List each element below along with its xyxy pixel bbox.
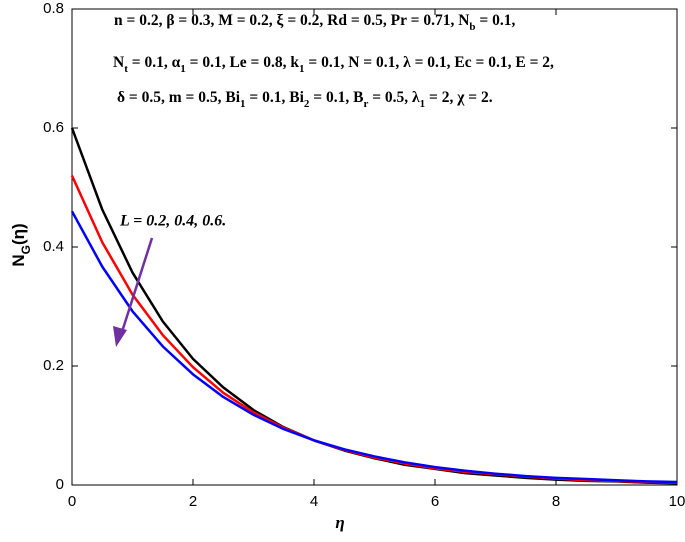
annotation-part: = 0.1, Le = 0.8, k <box>186 54 300 71</box>
annotation-part: t <box>124 63 128 75</box>
plot-frame <box>71 8 678 486</box>
annotation-part: b <box>469 21 475 33</box>
y-axis-label-part: (η) <box>9 223 28 245</box>
y-axis-label-part: N <box>9 254 28 266</box>
arrow-head <box>113 326 127 347</box>
annotation-part: 1 <box>180 63 186 75</box>
y-axis-label: NG(η) <box>9 223 33 266</box>
x-axis-label: η <box>335 513 344 532</box>
annotation-part: n = 0.2, β = 0.3, M = 0.2, ξ = 0.2, Rd =… <box>114 12 469 29</box>
x-tick-label: 2 <box>189 493 197 510</box>
arrow-label: L = 0.2, 0.4, 0.6. <box>119 213 226 230</box>
annotation-part: 1 <box>420 98 426 110</box>
x-tick-label: 4 <box>310 493 318 510</box>
y-tick-label: 0.2 <box>43 357 64 374</box>
annotation-text: n = 0.2, β = 0.3, M = 0.2, ξ = 0.2, Rd =… <box>114 12 515 33</box>
annotation-part: r <box>363 98 368 110</box>
annotation-part: = 0.1, α <box>128 54 181 71</box>
x-tick-label: 6 <box>431 493 439 510</box>
y-tick-label: 0.4 <box>43 238 64 255</box>
annotation-part: N <box>113 54 124 71</box>
y-axis-label-part: G <box>19 245 33 254</box>
annotation-part: = 2, χ = 2. <box>425 89 493 106</box>
x-tick-label: 0 <box>68 493 76 510</box>
y-tick-label: 0.6 <box>43 119 64 136</box>
annotation-part: = 0.1, Bi <box>246 89 305 106</box>
x-tick-label: 10 <box>669 493 685 510</box>
annotation-part: 1 <box>299 63 305 75</box>
annotation-part: δ = 0.5, m = 0.5, Bi <box>117 89 241 106</box>
annotation-text: Nt = 0.1, α1 = 0.1, Le = 0.8, k1 = 0.1, … <box>113 54 554 75</box>
series-line <box>70 127 678 485</box>
annotation-part: = 0.1, N = 0.1, λ = 0.1, Ec = 0.1, E = 2… <box>305 54 555 71</box>
y-tick-label: 0.8 <box>43 0 64 17</box>
annotation-part: = 0.1, B <box>309 89 363 106</box>
annotation-part: 1 <box>240 98 246 110</box>
annotation-part: = 0.5, λ <box>368 89 420 106</box>
series-line <box>70 210 678 484</box>
annotation-part: 2 <box>304 98 310 110</box>
arrow-shaft <box>119 237 154 336</box>
y-tick-label: 0 <box>56 476 64 493</box>
annotation-part: = 0.1, <box>476 12 516 29</box>
annotation-text: δ = 0.5, m = 0.5, Bi1 = 0.1, Bi2 = 0.1, … <box>117 89 493 110</box>
x-tick-label: 8 <box>552 493 560 510</box>
